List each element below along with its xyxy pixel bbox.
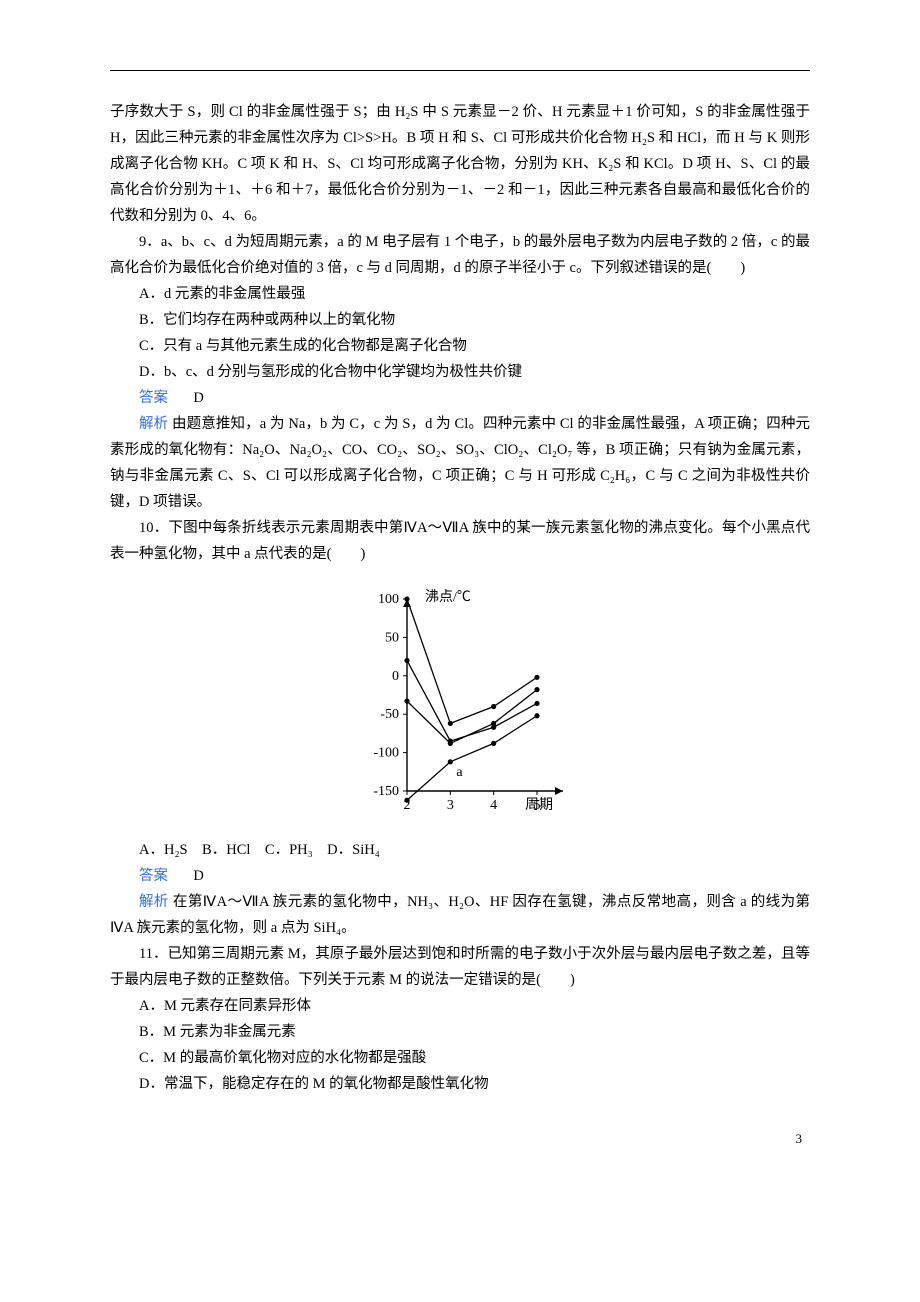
q9-option-d: D．b、c、d 分别与氢形成的化合物中化学键均为极性共价键 <box>110 359 810 385</box>
svg-text:-150: -150 <box>373 784 399 799</box>
page-top-rule <box>110 70 810 71</box>
q9-explain: 解析 由题意推知，a 为 Na，b 为 C，c 为 S，d 为 Cl。四种元素中… <box>110 411 810 515</box>
svg-text:3: 3 <box>447 798 454 813</box>
q9-option-b: B．它们均存在两种或两种以上的氧化物 <box>110 307 810 333</box>
q11-option-d: D．常温下，能稳定存在的 M 的氧化物都是酸性氧化物 <box>110 1071 810 1097</box>
q9-answer-label: 答案 <box>139 390 168 406</box>
q11-stem: 11．已知第三周期元素 M，其原子最外层达到饱和时所需的电子数小于次外层与最内层… <box>110 941 810 993</box>
q9-explain-label: 解析 <box>139 416 168 432</box>
q10-answer-value: D <box>193 868 203 884</box>
q10-options: A．H₂S B．HCl C．PH₃ D．SiH₄ <box>110 837 810 863</box>
svg-text:4: 4 <box>490 798 497 813</box>
q9-option-c: C．只有 a 与其他元素生成的化合物都是离子化合物 <box>110 333 810 359</box>
svg-text:0: 0 <box>392 669 399 684</box>
q11-option-b: B．M 元素为非金属元素 <box>110 1019 810 1045</box>
svg-text:100: 100 <box>378 592 399 607</box>
q10-stem: 10．下图中每条折线表示元素周期表中第ⅣA～ⅦA 族中的某一族元素氢化物的沸点变… <box>110 515 810 567</box>
q9-explain-text: 由题意推知，a 为 Na，b 为 C，c 为 S，d 为 Cl。四种元素中 Cl… <box>110 416 810 510</box>
q10-explain-text: 在第ⅣA～ⅦA 族元素的氢化物中，NH₃、H₂O、HF 因存在氢键，沸点反常地高… <box>110 894 810 936</box>
q11-option-c: C．M 的最高价氧化物对应的水化物都是强酸 <box>110 1045 810 1071</box>
top-continuation-paragraph: 子序数大于 S，则 Cl 的非金属性强于 S；由 H₂S 中 S 元素显－2 价… <box>110 99 810 229</box>
page-number: 3 <box>796 1131 803 1147</box>
q9-stem: 9．a、b、c、d 为短周期元素，a 的 M 电子层有 1 个电子，b 的最外层… <box>110 229 810 281</box>
svg-text:50: 50 <box>385 630 399 645</box>
q10-explain-label: 解析 <box>139 894 169 910</box>
q9-answer-line: 答案 D <box>110 385 810 411</box>
q11-option-a: A．M 元素存在同素异形体 <box>110 993 810 1019</box>
page: 子序数大于 S，则 Cl 的非金属性强于 S；由 H₂S 中 S 元素显－2 价… <box>0 0 920 1177</box>
q10-answer-label: 答案 <box>139 868 168 884</box>
svg-text:沸点/℃: 沸点/℃ <box>425 589 471 605</box>
svg-text:-50: -50 <box>380 707 399 722</box>
q9-answer-value: D <box>193 390 203 406</box>
q10-answer-line: 答案 D <box>110 863 810 889</box>
q10-figure-wrap: -150-100-500501002345沸点/℃周期a <box>110 585 810 825</box>
svg-text:周期: 周期 <box>525 797 553 813</box>
q9-option-a: A．d 元素的非金属性最强 <box>110 281 810 307</box>
q10-chart: -150-100-500501002345沸点/℃周期a <box>345 585 575 825</box>
q10-explain: 解析 在第ⅣA～ⅦA 族元素的氢化物中，NH₃、H₂O、HF 因存在氢键，沸点反… <box>110 889 810 941</box>
svg-text:a: a <box>456 765 463 780</box>
svg-text:-100: -100 <box>373 746 399 761</box>
